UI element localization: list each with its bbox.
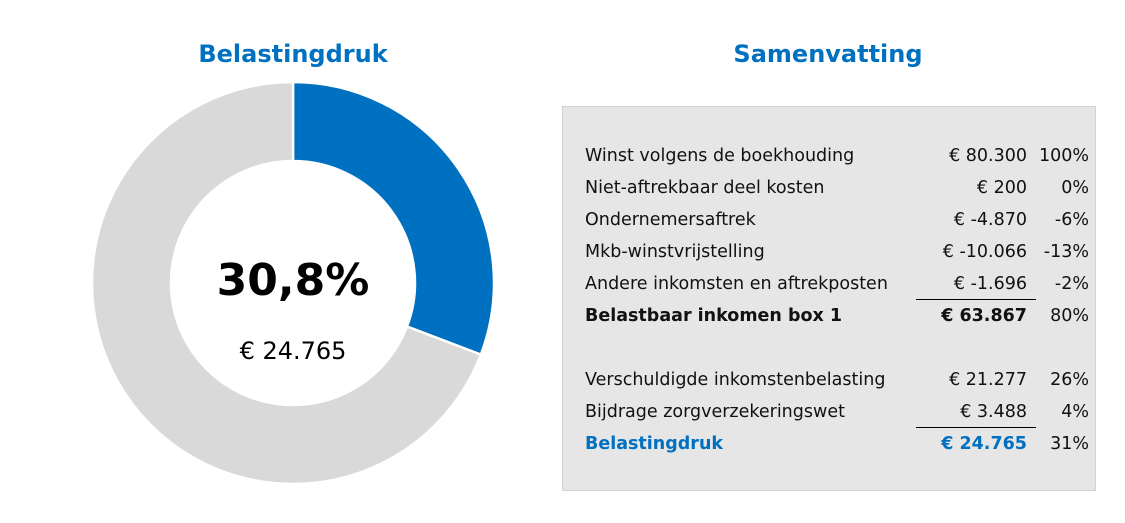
row-amount: € 63.867 [941, 306, 1027, 326]
summary-row: Ondernemersaftrek € -4.870 -6% [585, 210, 1091, 234]
row-label: Belastbaar inkomen box 1 [585, 306, 843, 326]
chart-title: Belastingdruk [198, 40, 388, 68]
row-amount: € -10.066 [942, 242, 1027, 262]
row-label: Niet-aftrekbaar deel kosten [585, 178, 825, 198]
summary-title: Samenvatting [733, 40, 923, 68]
row-percentage: 26% [1050, 370, 1089, 390]
row-label: Ondernemersaftrek [585, 210, 756, 230]
summary-row: Niet-aftrekbaar deel kosten € 200 0% [585, 178, 1091, 202]
summary-row: Winst volgens de boekhouding € 80.300 100% [585, 146, 1091, 170]
summary-row: Mkb-winstvrijstelling € -10.066 -13% [585, 242, 1091, 266]
donut-slice-1 [90, 80, 483, 486]
row-label: Bijdrage zorgverzekeringswet [585, 402, 845, 422]
summary-row: Verschuldigde inkomstenbelasting € 21.277… [585, 370, 1091, 394]
summary-total-row: Belastbaar inkomen box 1 € 63.867 80% [585, 306, 1091, 330]
total-divider [916, 427, 1036, 428]
row-label: Verschuldigde inkomstenbelasting [585, 370, 886, 390]
row-amount: € 21.277 [949, 370, 1027, 390]
summary-row: Andere inkomsten en aftrekposten € -1.696… [585, 274, 1091, 298]
row-amount: € 80.300 [949, 146, 1027, 166]
donut-chart [90, 80, 496, 486]
row-percentage: -6% [1054, 210, 1089, 230]
row-percentage: 4% [1061, 402, 1089, 422]
row-label: Andere inkomsten en aftrekposten [585, 274, 888, 294]
row-percentage: 31% [1050, 434, 1089, 454]
center-percentage: 30,8% [216, 255, 370, 306]
row-label: Winst volgens de boekhouding [585, 146, 855, 166]
row-percentage: 0% [1061, 178, 1089, 198]
row-percentage: 80% [1050, 306, 1089, 326]
summary-panel: Winst volgens de boekhouding € 80.300 100%… [562, 106, 1096, 491]
row-amount: € 200 [976, 178, 1027, 198]
row-percentage: -13% [1043, 242, 1089, 262]
row-amount: € -1.696 [953, 274, 1027, 294]
row-amount: € -4.870 [953, 210, 1027, 230]
row-label: Belastingdruk [585, 434, 724, 454]
row-amount: € 24.765 [941, 434, 1027, 454]
donut-slice-0 [291, 80, 496, 357]
subtotal-divider [916, 299, 1036, 300]
row-percentage: -2% [1054, 274, 1089, 294]
summary-belastingdruk-row: Belastingdruk € 24.765 31% [585, 434, 1091, 458]
row-amount: € 3.488 [960, 402, 1027, 422]
row-percentage: 100% [1038, 146, 1089, 166]
row-label: Mkb-winstvrijstelling [585, 242, 765, 262]
summary-row: Bijdrage zorgverzekeringswet € 3.488 4% [585, 402, 1091, 426]
center-amount: € 24.765 [239, 337, 347, 365]
